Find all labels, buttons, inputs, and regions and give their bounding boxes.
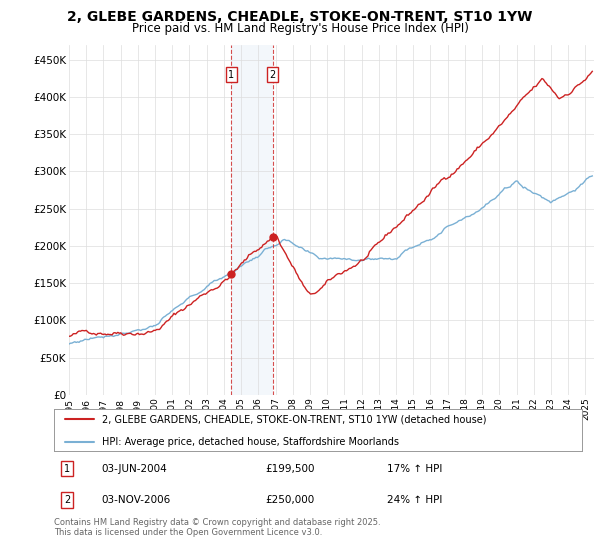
Text: 03-NOV-2006: 03-NOV-2006 [101, 495, 171, 505]
Bar [231, 45, 272, 395]
Text: HPI: Average price, detached house, Staffordshire Moorlands: HPI: Average price, detached house, Staf… [101, 437, 398, 446]
Text: 2, GLEBE GARDENS, CHEADLE, STOKE-ON-TRENT, ST10 1YW: 2, GLEBE GARDENS, CHEADLE, STOKE-ON-TREN… [67, 10, 533, 24]
Text: 1: 1 [228, 69, 234, 80]
Text: Price paid vs. HM Land Registry's House Price Index (HPI): Price paid vs. HM Land Registry's House … [131, 22, 469, 35]
Text: £199,500: £199,500 [265, 464, 315, 474]
Text: 17% ↑ HPI: 17% ↑ HPI [386, 464, 442, 474]
Text: 24% ↑ HPI: 24% ↑ HPI [386, 495, 442, 505]
Text: £250,000: £250,000 [265, 495, 314, 505]
Text: 03-JUN-2004: 03-JUN-2004 [101, 464, 167, 474]
Text: Contains HM Land Registry data © Crown copyright and database right 2025.
This d: Contains HM Land Registry data © Crown c… [54, 518, 380, 538]
Text: 2: 2 [64, 495, 70, 505]
Text: 2, GLEBE GARDENS, CHEADLE, STOKE-ON-TRENT, ST10 1YW (detached house): 2, GLEBE GARDENS, CHEADLE, STOKE-ON-TREN… [101, 414, 486, 424]
Text: 1: 1 [64, 464, 70, 474]
Text: 2: 2 [269, 69, 276, 80]
